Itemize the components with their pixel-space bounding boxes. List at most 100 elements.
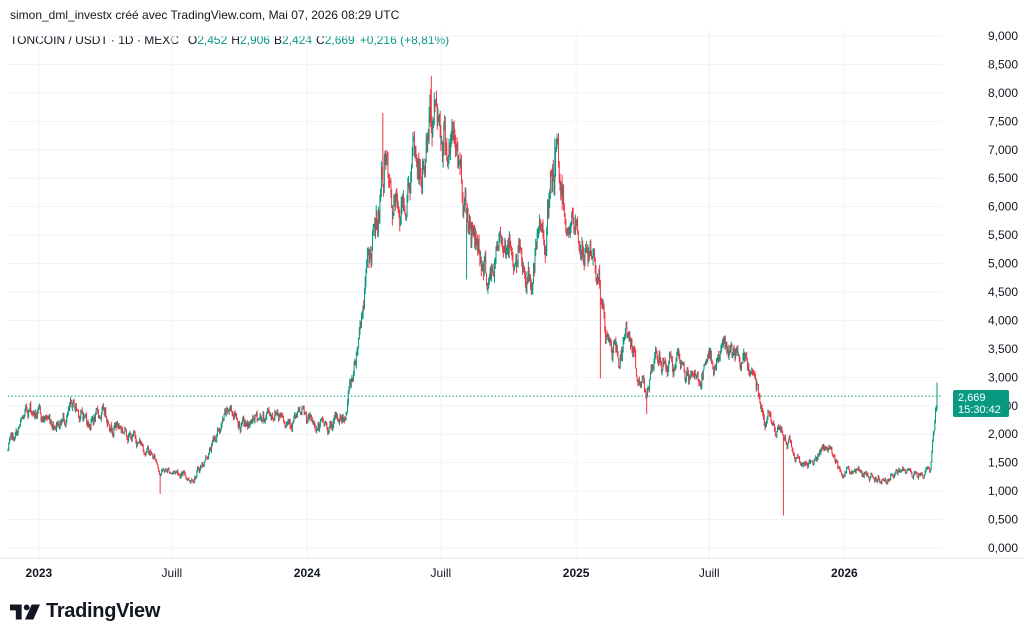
candle	[276, 409, 278, 416]
tradingview-branding[interactable]: TradingView	[10, 600, 160, 623]
candle	[126, 434, 128, 441]
candle	[771, 421, 773, 426]
candle	[909, 468, 911, 471]
candle	[583, 254, 585, 271]
candle	[902, 466, 904, 472]
candle	[262, 410, 264, 424]
candle	[727, 344, 729, 359]
candle	[86, 420, 88, 428]
candle	[596, 277, 598, 286]
candle	[434, 98, 436, 113]
time-axis[interactable]: 2023 Juill 2024 Juill 2025 Juill 2026	[26, 566, 859, 580]
candle	[232, 411, 234, 417]
candle	[682, 361, 684, 366]
candle	[36, 409, 38, 419]
candle	[352, 377, 354, 383]
candle	[505, 247, 507, 260]
candle	[408, 182, 410, 193]
candle	[170, 473, 172, 475]
candle	[70, 399, 72, 404]
candle	[405, 213, 407, 222]
candle	[55, 426, 57, 430]
candle	[196, 469, 198, 478]
candle	[843, 474, 845, 477]
candle	[547, 199, 549, 219]
candle	[167, 467, 169, 471]
candle	[235, 412, 237, 417]
price-tick-label: 4,000	[988, 313, 1018, 327]
candle	[240, 422, 242, 432]
candle	[372, 229, 374, 252]
candle	[863, 471, 865, 479]
candle	[150, 451, 152, 455]
candle	[632, 346, 634, 358]
tradingview-logo-icon	[10, 604, 40, 619]
high-label: H	[231, 33, 240, 47]
candle	[856, 467, 858, 471]
candle	[205, 454, 207, 461]
candle	[372, 223, 374, 237]
candle	[831, 446, 833, 455]
candle	[721, 339, 723, 348]
candle	[376, 210, 378, 231]
candle	[883, 479, 885, 482]
candle	[8, 438, 10, 445]
candle	[10, 432, 12, 438]
candle	[829, 445, 831, 450]
candle	[267, 408, 269, 414]
candle	[784, 434, 786, 441]
candle	[666, 364, 668, 371]
candle	[874, 477, 876, 483]
candle	[135, 435, 137, 444]
candle	[466, 203, 468, 223]
candle	[208, 447, 210, 455]
candle	[530, 278, 532, 295]
candle	[566, 228, 568, 237]
candle	[178, 473, 180, 475]
candle	[704, 363, 706, 367]
candle	[574, 214, 576, 235]
candle	[502, 245, 504, 258]
candle	[236, 417, 238, 422]
candle	[247, 419, 249, 430]
candle	[896, 468, 898, 472]
candle	[687, 367, 689, 377]
candle	[729, 345, 731, 356]
candle	[922, 474, 924, 479]
candle	[646, 392, 648, 415]
candle	[546, 226, 548, 257]
candle	[364, 276, 366, 295]
candle	[42, 415, 44, 423]
candle	[74, 406, 76, 411]
candle	[594, 248, 596, 262]
candle	[802, 462, 804, 467]
candle	[838, 465, 840, 469]
candle	[53, 422, 55, 431]
candle	[521, 257, 523, 275]
candle	[580, 244, 582, 260]
candle	[214, 435, 216, 443]
candle	[491, 265, 493, 273]
candle	[604, 311, 606, 333]
candle	[75, 403, 77, 411]
candle	[166, 468, 168, 474]
candle	[686, 367, 688, 377]
candle	[464, 187, 466, 206]
candle	[302, 407, 304, 410]
candle	[7, 448, 9, 452]
price-tick-label: 7,000	[988, 143, 1018, 157]
price-axis[interactable]: 9,000 8,500 8,000 7,500 7,000 6,500 6,000 5,500…	[988, 29, 1018, 555]
candle	[100, 416, 102, 420]
candle	[251, 419, 253, 423]
candle	[624, 328, 626, 340]
candle	[692, 371, 694, 378]
candle	[161, 469, 163, 473]
candle	[706, 359, 708, 364]
candle	[557, 137, 559, 145]
candle	[887, 478, 889, 482]
candle	[237, 421, 239, 428]
candle	[688, 370, 690, 385]
candle	[413, 131, 415, 157]
candle	[391, 205, 393, 226]
